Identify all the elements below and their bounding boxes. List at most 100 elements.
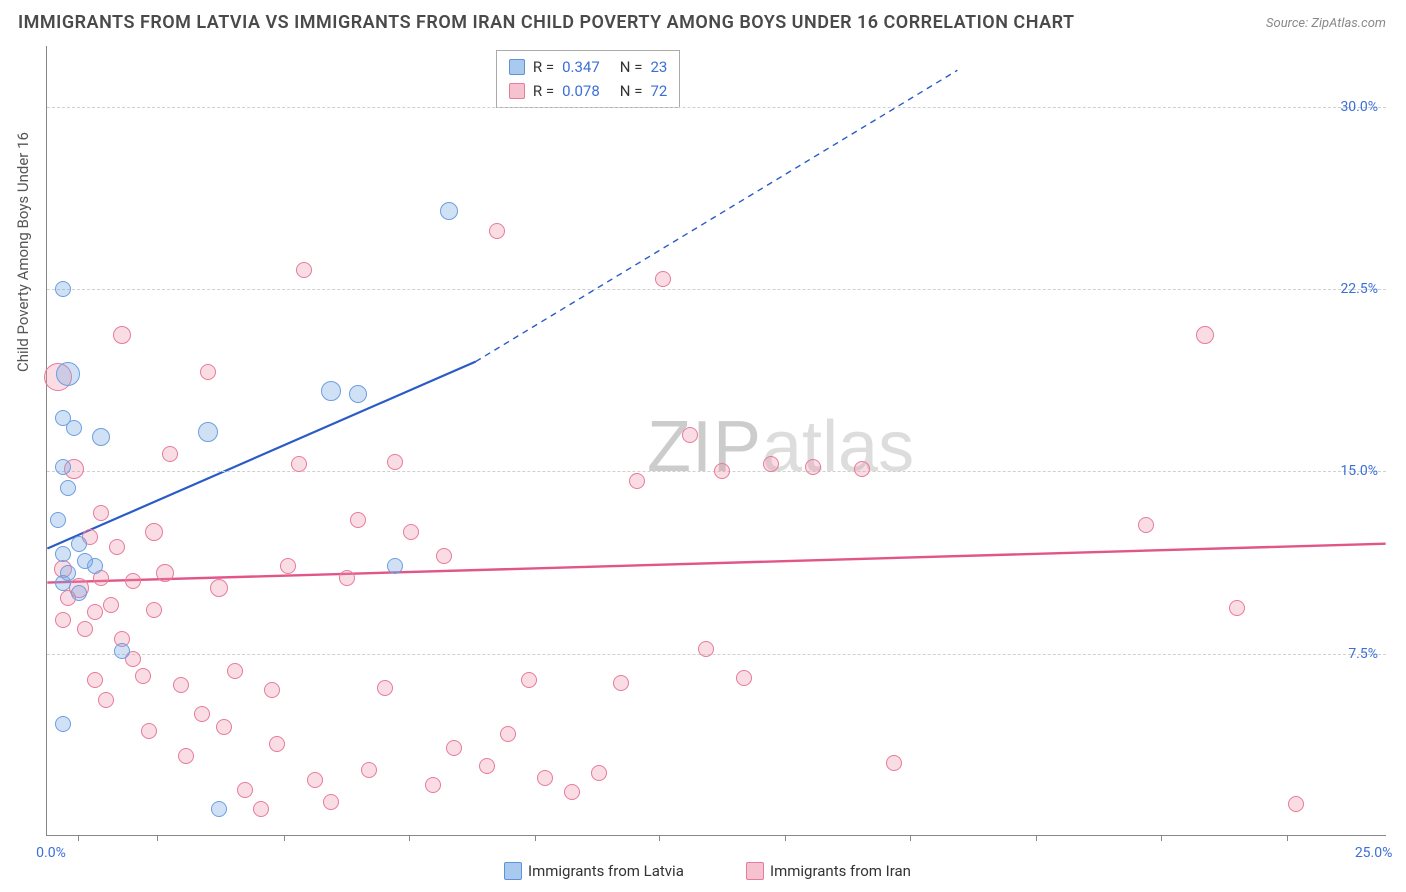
x-tick-label: 25.0%	[1355, 845, 1393, 861]
iran-point	[403, 524, 419, 540]
iran-point	[55, 612, 71, 628]
x-tick	[785, 835, 786, 841]
stats-row-iran: R = 0.078 N = 72	[509, 79, 667, 103]
iran-point	[141, 723, 157, 739]
watermark-atlas: atlas	[762, 407, 914, 487]
iran-point	[264, 682, 280, 698]
latvia-point	[77, 553, 93, 569]
iran-point	[564, 784, 580, 800]
iran-point	[103, 597, 119, 613]
iran-point	[805, 459, 821, 475]
iran-point	[854, 461, 870, 477]
r-value: 0.078	[562, 79, 600, 103]
x-tick	[910, 835, 911, 841]
gridline	[47, 107, 1386, 108]
x-tick	[1161, 835, 1162, 841]
iran-point	[93, 505, 109, 521]
latvia-point	[55, 546, 71, 562]
r-label: R =	[533, 79, 554, 103]
iran-point	[500, 726, 516, 742]
latvia-point	[321, 381, 341, 401]
iran-legend-swatch-icon	[746, 862, 764, 880]
iran-point	[178, 748, 194, 764]
x-tick	[78, 835, 79, 841]
iran-point	[227, 663, 243, 679]
iran-point	[77, 621, 93, 637]
iran-point	[350, 512, 366, 528]
iran-point	[436, 548, 452, 564]
latvia-point	[55, 281, 71, 297]
iran-point	[323, 794, 339, 810]
iran-point	[537, 770, 553, 786]
iran-point	[479, 758, 495, 774]
latvia-point	[440, 202, 458, 220]
plot-area: ZIPatlas R = 0.347N = 23R = 0.078N = 72 …	[46, 46, 1386, 836]
x-tick	[284, 835, 285, 841]
iran-point	[210, 579, 228, 597]
iran-point	[1229, 600, 1245, 616]
x-tick	[1287, 835, 1288, 841]
iran-point	[113, 326, 131, 344]
y-tick-label: 30.0%	[1340, 99, 1378, 115]
latvia-point	[71, 536, 87, 552]
latvia-point	[211, 801, 227, 817]
legend-iran: Immigrants from Iran	[746, 862, 911, 880]
r-label: R =	[533, 55, 554, 79]
iran-point	[173, 677, 189, 693]
iran-point	[216, 719, 232, 735]
iran-point	[1196, 326, 1214, 344]
legend-latvia: Immigrants from Latvia	[504, 862, 684, 880]
iran-point	[339, 570, 355, 586]
iran-point	[296, 262, 312, 278]
y-axis-label: Child Poverty Among Boys Under 16	[14, 132, 32, 372]
x-tick	[409, 835, 410, 841]
iran-point	[291, 456, 307, 472]
y-tick-label: 15.0%	[1340, 463, 1378, 479]
latvia-point	[92, 428, 110, 446]
watermark: ZIPatlas	[647, 406, 914, 488]
latvia-point	[349, 385, 367, 403]
latvia-legend-swatch-icon	[504, 862, 522, 880]
latvia-point	[50, 512, 66, 528]
latvia-point	[71, 585, 87, 601]
iran-point	[629, 473, 645, 489]
iran-point	[269, 736, 285, 752]
gridline	[47, 654, 1386, 655]
iran-point	[763, 456, 779, 472]
legend-label: Immigrants from Latvia	[528, 862, 684, 880]
iran-point	[194, 706, 210, 722]
x-tick-label: 0.0%	[36, 845, 66, 861]
n-label: N =	[620, 79, 643, 103]
iran-point	[886, 755, 902, 771]
iran-swatch-icon	[509, 83, 525, 99]
iran-point	[145, 523, 163, 541]
iran-point	[280, 558, 296, 574]
latvia-point	[55, 575, 71, 591]
x-tick	[535, 835, 536, 841]
x-tick	[1036, 835, 1037, 841]
stats-row-latvia: R = 0.347N = 23	[509, 55, 667, 79]
r-value: 0.347	[562, 55, 600, 79]
latvia-point	[387, 558, 403, 574]
iran-point	[736, 670, 752, 686]
latvia-point	[56, 362, 80, 386]
iran-point	[714, 463, 730, 479]
iran-point	[377, 680, 393, 696]
iran-point	[87, 604, 103, 620]
gridline	[47, 289, 1386, 290]
iran-point	[682, 427, 698, 443]
iran-point	[446, 740, 462, 756]
iran-point	[162, 446, 178, 462]
watermark-zip: ZIP	[647, 407, 762, 487]
source-label: Source: ZipAtlas.com	[1266, 16, 1386, 31]
y-tick-label: 7.5%	[1348, 646, 1378, 662]
n-value: 23	[650, 55, 667, 79]
n-value: 72	[650, 79, 667, 103]
x-tick	[157, 835, 158, 841]
iran-point	[253, 801, 269, 817]
iran-point	[307, 772, 323, 788]
chart-container: IMMIGRANTS FROM LATVIA VS IMMIGRANTS FRO…	[0, 0, 1406, 892]
iran-point	[521, 672, 537, 688]
chart-title: IMMIGRANTS FROM LATVIA VS IMMIGRANTS FRO…	[18, 12, 1075, 33]
iran-point	[613, 675, 629, 691]
